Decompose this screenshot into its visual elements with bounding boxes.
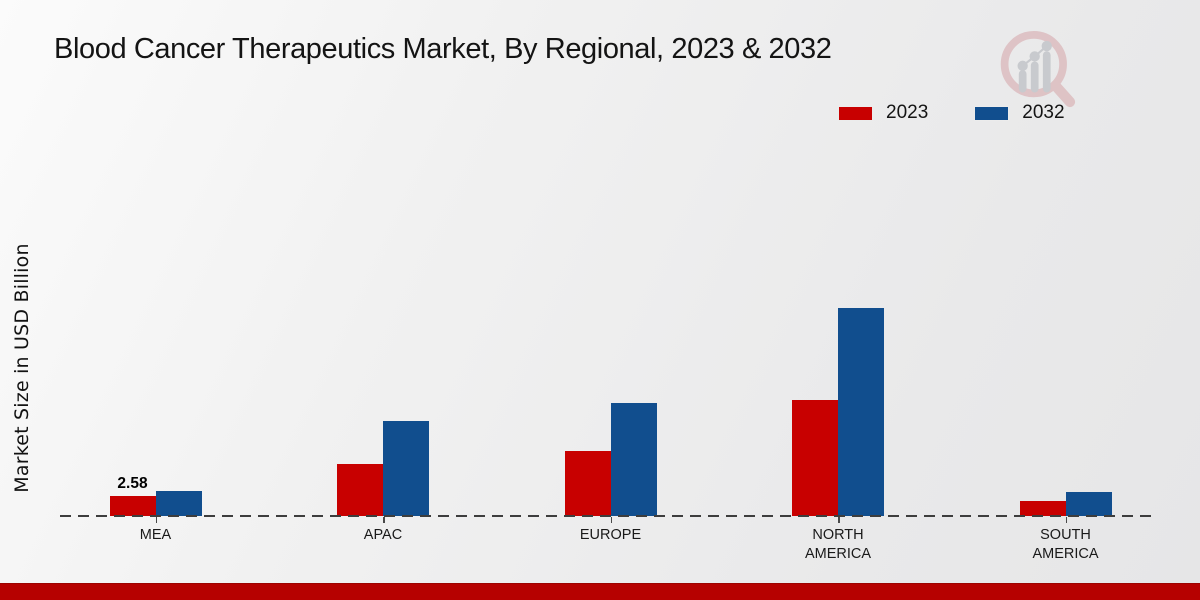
x-axis-baseline [60, 515, 1157, 517]
bar-2032-europe [610, 403, 657, 516]
footer-strip [0, 583, 1200, 600]
bar-2032-north-america [838, 308, 884, 516]
legend-item-2032: 2032 [974, 102, 1065, 124]
category-label-north-america: NORTH AMERICA [804, 527, 872, 562]
x-tick-mea [155, 517, 157, 523]
category-label-europe: EUROPE [579, 527, 642, 543]
x-tick-north-america [838, 517, 840, 523]
bar-2023-europe [564, 451, 611, 516]
legend-label-2023: 2023 [886, 102, 929, 123]
legend-swatch-2032 [974, 105, 1010, 121]
legend-label-2032: 2032 [1022, 102, 1065, 123]
market-research-logo-icon [994, 28, 1084, 114]
bar-2023-north-america [792, 400, 838, 516]
category-label-mea: MEA [139, 527, 172, 543]
bar-2023-mea [109, 496, 156, 516]
value-label-mea: 2.58 [117, 475, 148, 492]
x-tick-apac [383, 517, 385, 523]
legend-item-2023: 2023 [838, 102, 928, 124]
bar-2032-apac [383, 421, 429, 516]
category-label-apac: APAC [363, 527, 403, 543]
bar-2032-mea [155, 491, 202, 516]
bar-2032-south-america [1065, 492, 1112, 516]
bar-2023-apac [337, 464, 383, 516]
x-tick-south-america [1065, 517, 1067, 523]
bar-2023-south-america [1019, 501, 1066, 516]
x-tick-europe [610, 517, 612, 523]
legend-swatch-2023 [838, 105, 873, 121]
legend: 2023 2032 [838, 102, 1065, 124]
chart-title: Blood Cancer Therapeutics Market, By Reg… [54, 33, 832, 65]
category-label-south-america: SOUTH AMERICA [1032, 527, 1099, 562]
